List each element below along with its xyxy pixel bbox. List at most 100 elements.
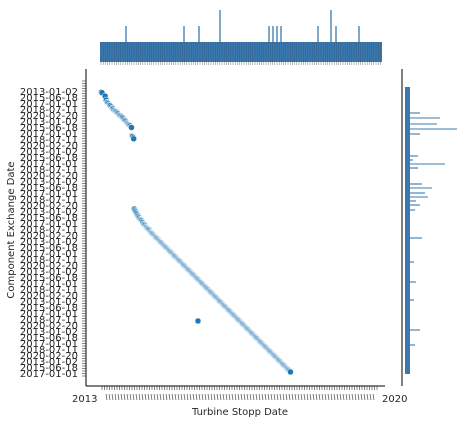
x-axis-label: Turbine Stopp Date <box>191 407 288 418</box>
x-tick-label-stroke <box>168 393 171 401</box>
scatter-point <box>194 317 202 325</box>
scatter-point <box>287 368 294 376</box>
x-tick-label-stroke <box>348 393 351 401</box>
x-tick-label-stroke <box>225 393 228 401</box>
y-tick-label: 2015-06-18 <box>20 363 78 374</box>
y-tick-label: 2013-01-02 <box>20 87 78 98</box>
x-tick-label-stroke <box>159 393 162 401</box>
x-tick-label-stroke <box>252 393 255 401</box>
x-tick-label-stroke <box>357 393 360 401</box>
x-tick-label-stroke <box>318 393 321 401</box>
y-tick-label: 2015-06-18 <box>20 183 78 194</box>
x-tick-label-stroke <box>339 393 342 401</box>
y-tick-label: 2013-01-02 <box>20 267 78 278</box>
main-axes <box>82 69 385 401</box>
x-tick-label-stroke <box>315 393 318 401</box>
x-tick-label-stroke <box>258 393 261 401</box>
x-tick-label-stroke <box>345 393 348 401</box>
y-tick-label: 2017-01-01 <box>20 219 78 230</box>
y-tick-label: 2018-07-11 <box>20 105 78 116</box>
y-axis-label: Component Exchange Date <box>6 161 17 298</box>
x-tick-label-stroke <box>126 393 129 401</box>
y-tick-label: 2017-01-01 <box>20 369 78 380</box>
y-tick-label: 2017-01-01 <box>20 189 78 200</box>
x-tick-label-stroke <box>276 393 279 401</box>
x-tick-label-stroke <box>279 393 282 401</box>
x-tick-label-stroke <box>255 393 258 401</box>
right-hist-bar <box>405 87 410 374</box>
y-tick-label: 2015-06-18 <box>20 123 78 134</box>
x-tick-label-stroke <box>261 393 264 401</box>
scatter-point <box>128 124 135 131</box>
x-tick-last: 2020 <box>382 394 407 405</box>
x-tick-label-stroke <box>273 393 276 401</box>
y-tick-label: 2013-01-02 <box>20 207 78 218</box>
x-tick-label-stroke <box>237 393 240 401</box>
y-tick-label: 2013-01-02 <box>20 177 78 188</box>
x-tick-label-stroke <box>324 393 327 401</box>
x-tick-label-stroke <box>303 393 306 401</box>
y-tick-label: 2017-01-01 <box>20 279 78 290</box>
x-tick-label-stroke <box>207 393 210 401</box>
y-tick-label: 2020-02-20 <box>20 201 78 212</box>
y-tick-label: 2017-01-01 <box>20 99 78 110</box>
x-tick-label-stroke <box>312 393 315 401</box>
y-tick-label: 2015-06-18 <box>20 153 78 164</box>
x-tick-label-stroke <box>213 393 216 401</box>
x-tick-label-stroke <box>132 393 135 401</box>
x-tick-label-stroke <box>150 393 153 401</box>
x-tick-label-stroke <box>180 393 183 401</box>
y-tick-label: 2015-06-18 <box>20 243 78 254</box>
y-tick-label: 2017-01-01 <box>20 339 78 350</box>
x-tick-label-stroke <box>321 393 324 401</box>
x-tick-label-stroke <box>297 393 300 401</box>
y-tick-label: 2017-01-01 <box>20 309 78 320</box>
x-tick-label-stroke <box>330 393 333 401</box>
y-tick-label: 2018-07-11 <box>20 165 78 176</box>
x-tick-label-stroke <box>264 393 267 401</box>
x-tick-label-stroke <box>228 393 231 401</box>
y-tick-label: 2020-02-20 <box>20 111 78 122</box>
x-tick-label-stroke <box>123 393 126 401</box>
x-tick-label-stroke <box>372 393 375 401</box>
x-tick-first: 2013 <box>72 394 97 405</box>
x-tick-label-stroke <box>204 393 207 401</box>
x-tick-label-stroke <box>342 393 345 401</box>
x-tick-label-stroke <box>285 393 288 401</box>
x-tick-label-stroke <box>120 393 123 401</box>
x-tick-label-stroke <box>231 393 234 401</box>
y-tick-label: 2020-02-20 <box>20 171 78 182</box>
y-tick-label: 2017-01-01 <box>20 159 78 170</box>
y-tick-label: 2018-07-11 <box>20 285 78 296</box>
scatter-point <box>130 135 137 143</box>
x-tick-label-stroke <box>141 393 144 401</box>
x-tick-label-stroke <box>351 393 354 401</box>
x-tick-label-stroke <box>366 393 369 401</box>
x-tick-label-stroke <box>174 393 177 401</box>
x-tick-label-stroke <box>156 393 159 401</box>
x-tick-label-stroke <box>288 393 291 401</box>
y-tick-label: 2013-01-02 <box>20 147 78 158</box>
x-tick-label-stroke <box>354 393 357 401</box>
x-tick-label-stroke <box>219 393 222 401</box>
x-tick-label-stroke <box>111 393 114 401</box>
y-tick-label: 2015-06-18 <box>20 333 78 344</box>
x-tick-label-stroke <box>294 393 297 401</box>
y-tick-label: 2020-02-20 <box>20 231 78 242</box>
y-tick-label: 2013-01-02 <box>20 357 78 368</box>
y-tick-label: 2020-02-20 <box>20 321 78 332</box>
x-tick-label-stroke <box>108 393 111 401</box>
x-tick-label-stroke <box>183 393 186 401</box>
y-tick-label: 2013-01-02 <box>20 237 78 248</box>
x-tick-label-stroke <box>240 393 243 401</box>
x-tick-label-stroke <box>309 393 312 401</box>
x-tick-label-stroke <box>129 393 132 401</box>
y-tick-label: 2018-07-11 <box>20 135 78 146</box>
y-tick-label: 2018-07-11 <box>20 315 78 326</box>
x-tick-label-stroke <box>291 393 294 401</box>
x-tick-label-stroke <box>117 393 120 401</box>
x-tick-label-stroke <box>153 393 156 401</box>
y-tick-label: 2018-07-11 <box>20 225 78 236</box>
x-tick-label-stroke <box>267 393 270 401</box>
y-tick-label: 2018-07-11 <box>20 255 78 266</box>
